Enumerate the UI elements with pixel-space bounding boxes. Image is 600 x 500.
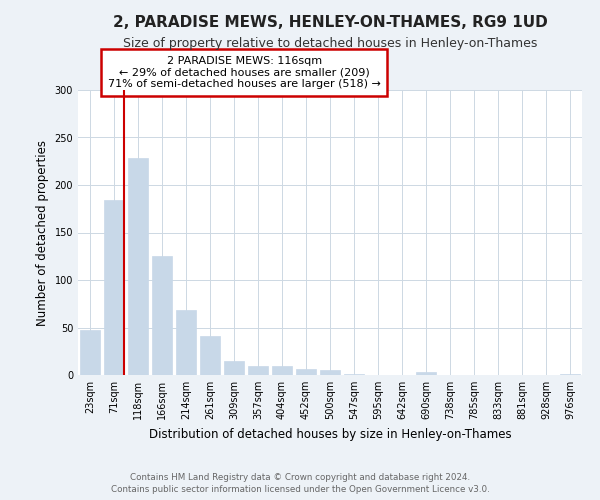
Bar xyxy=(80,330,100,375)
Text: 2, PARADISE MEWS, HENLEY-ON-THAMES, RG9 1UD: 2, PARADISE MEWS, HENLEY-ON-THAMES, RG9 … xyxy=(113,15,547,30)
Bar xyxy=(200,336,220,375)
Text: 2 PARADISE MEWS: 116sqm
← 29% of detached houses are smaller (209)
71% of semi-d: 2 PARADISE MEWS: 116sqm ← 29% of detache… xyxy=(108,56,381,89)
X-axis label: Distribution of detached houses by size in Henley-on-Thames: Distribution of detached houses by size … xyxy=(149,428,511,440)
Bar xyxy=(128,158,148,375)
Bar xyxy=(248,366,268,375)
Text: Contains HM Land Registry data © Crown copyright and database right 2024.: Contains HM Land Registry data © Crown c… xyxy=(130,474,470,482)
Bar xyxy=(416,372,436,375)
Bar xyxy=(104,200,124,375)
Bar xyxy=(344,374,364,375)
Bar xyxy=(320,370,340,375)
Y-axis label: Number of detached properties: Number of detached properties xyxy=(36,140,49,326)
Bar xyxy=(152,256,172,375)
Bar xyxy=(560,374,580,375)
Bar xyxy=(176,310,196,375)
Bar xyxy=(272,366,292,375)
Text: Size of property relative to detached houses in Henley-on-Thames: Size of property relative to detached ho… xyxy=(123,38,537,51)
Text: Contains public sector information licensed under the Open Government Licence v3: Contains public sector information licen… xyxy=(110,485,490,494)
Bar xyxy=(224,361,244,375)
Bar xyxy=(296,370,316,375)
